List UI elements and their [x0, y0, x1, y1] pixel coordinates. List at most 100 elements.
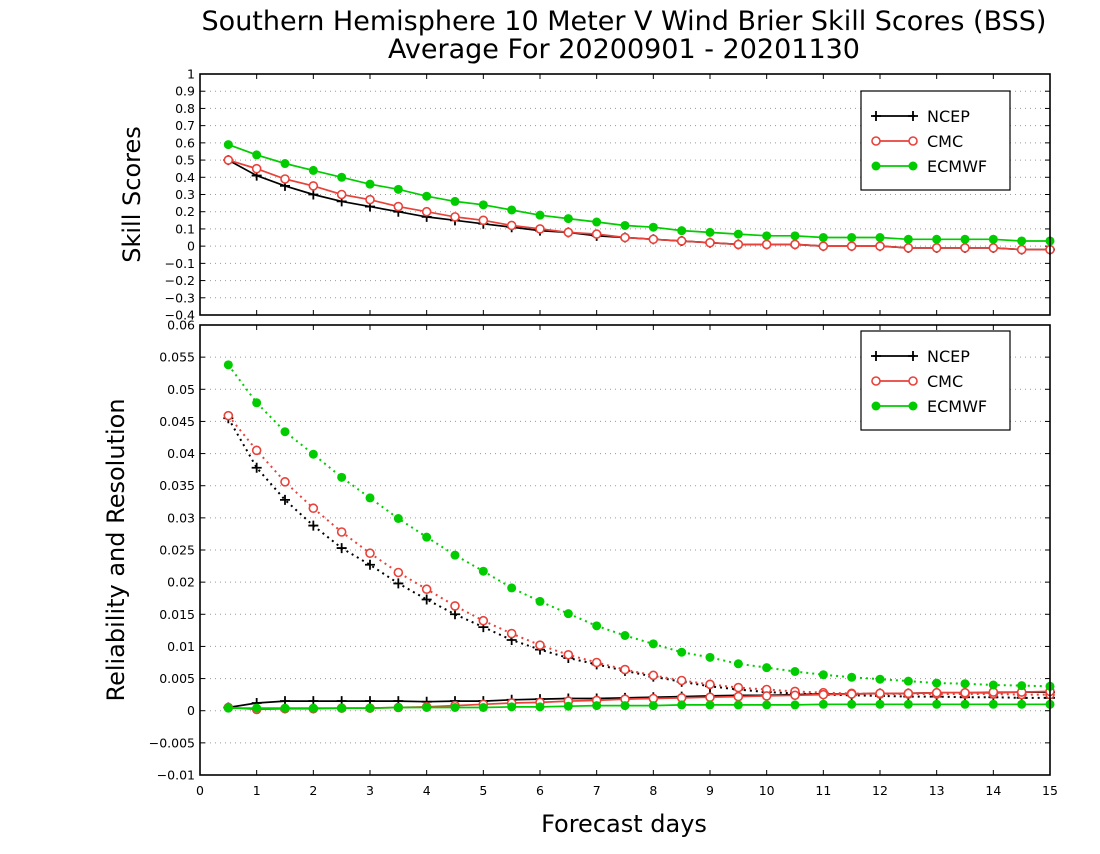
bottom-series-ecmwf-reliability-point [762, 700, 772, 710]
top-series-ecmwf-point [620, 220, 630, 230]
top-series-ecmwf-point [733, 229, 743, 239]
bottom-series-ecmwf-reliability-point [223, 703, 233, 713]
top-legend-marker-ecmwf [871, 161, 881, 171]
top-series-cmc-point [931, 243, 942, 253]
x-tick-label: 9 [706, 783, 714, 798]
x-tick-label: 4 [423, 783, 431, 798]
bottom-series-cmc-resolution-point [393, 567, 404, 578]
bottom-y-tick-label: −0.005 [149, 735, 195, 750]
x-tick-label: 7 [593, 783, 601, 798]
top-series-cmc-point [705, 237, 715, 248]
x-tick-label: 11 [815, 783, 831, 798]
bottom-series-cmc-resolution [223, 410, 1055, 700]
top-series-cmc-point [1016, 244, 1027, 255]
top-series-ecmwf-point [1017, 236, 1027, 246]
bottom-series-ecmwf-reliability-point [875, 699, 885, 709]
bottom-series-ecmwf-resolution-point [762, 663, 772, 673]
x-tick-label: 6 [536, 783, 544, 798]
bottom-series-ncep-resolution-point [251, 462, 262, 473]
bottom-series-cmc-resolution-point [591, 657, 602, 668]
bottom-series-ecmwf-resolution-point [365, 493, 375, 503]
top-series-ecmwf-point [875, 233, 885, 243]
bottom-series-ecmwf-reliability-point [365, 703, 375, 713]
bottom-y-tick-label: 0.015 [159, 607, 195, 622]
bottom-series-ecmwf-resolution-point [648, 639, 658, 649]
top-legend-marker-cmc [871, 136, 881, 146]
bottom-series-ecmwf-reliability-point [393, 703, 403, 712]
top-series-ecmwf-point [677, 226, 687, 236]
bottom-series-ecmwf-reliability-point [988, 699, 998, 709]
bottom-series-ecmwf-resolution-point [875, 674, 885, 684]
bottom-series-ecmwf-resolution-point [818, 670, 828, 680]
top-series-cmc-point [790, 239, 800, 250]
bottom-series-ecmwf-reliability-point [337, 703, 347, 713]
top-y-tick-label: −0.1 [165, 256, 195, 271]
bottom-y-tick-label: 0.025 [159, 543, 195, 558]
x-tick-label: 12 [872, 783, 888, 798]
x-tick-label: 14 [985, 783, 1001, 798]
top-series-cmc-point [450, 212, 460, 222]
bottom-y-tick-label: 0.06 [167, 318, 195, 333]
bottom-series-ncep-resolution-point [365, 559, 375, 570]
bottom-series-ecmwf-resolution-point [280, 427, 290, 437]
top-legend: NCEP CMC ECMWF [860, 90, 1011, 191]
chart-title: Southern Hemisphere 10 Meter V Wind Brie… [202, 6, 1047, 37]
top-y-tick-label: 0 [187, 239, 195, 254]
bottom-series-ecmwf-resolution-point [478, 566, 488, 576]
bottom-legend-marker-cmc [871, 376, 881, 386]
bottom-series-ecmwf-reliability-point [308, 703, 318, 713]
bottom-series-cmc-resolution-point [620, 664, 630, 675]
bottom-series-cmc-reliability-point [846, 689, 857, 699]
bottom-series-cmc-resolution-point [648, 670, 659, 681]
bottom-legend-marker-ecmwf [908, 401, 918, 411]
bottom-series-cmc-resolution-point [705, 679, 715, 690]
top-series-cmc-point [365, 194, 375, 205]
top-series-ecmwf [223, 140, 1055, 246]
bottom-y-tick-label: 0.035 [159, 478, 195, 493]
top-y-axis-label: Skill Scores [118, 126, 146, 263]
bottom-legend-marker-ecmwf [871, 401, 881, 411]
bottom-series-ncep-resolution-line [227, 417, 1050, 699]
x-tick-label: 10 [759, 783, 775, 798]
bottom-series-ncep-resolution-point [450, 609, 460, 620]
bottom-series-ecmwf-resolution-point [1017, 681, 1027, 691]
bottom-series-ncep-resolution-point [280, 494, 290, 505]
top-series-ecmwf-point [762, 231, 772, 241]
bottom-series-ecmwf-resolution-point [223, 360, 233, 370]
bottom-legend-entry-cmc: CMC [871, 372, 963, 391]
top-series-ecmwf-point [223, 140, 233, 150]
top-legend-marker-ecmwf [908, 161, 918, 171]
bottom-legend-label-ncep: NCEP [927, 347, 970, 366]
top-y-tick-label: −0.3 [165, 290, 195, 305]
bottom-legend-label-ecmwf: ECMWF [927, 397, 987, 416]
bottom-series-cmc-resolution-point [450, 601, 460, 611]
top-series-cmc-point [761, 239, 772, 250]
bottom-series-ecmwf-reliability-point [1017, 699, 1027, 709]
top-series-cmc-point [676, 236, 687, 246]
top-series-ecmwf-line [228, 143, 1050, 242]
bottom-series-ecmwf-resolution-point [620, 631, 630, 640]
bottom-series-cmc-reliability-point [903, 688, 914, 699]
top-y-tick-label: 0.1 [175, 221, 195, 236]
top-series-ecmwf-point [648, 222, 658, 232]
top-series-cmc-point [733, 239, 744, 250]
top-y-tick-label: 0.4 [175, 170, 195, 185]
bottom-series-ecmwf-resolution-point [677, 647, 687, 657]
bottom-series-ecmwf-reliability-point [620, 701, 630, 711]
bottom-series-ecmwf-resolution-point [960, 679, 970, 689]
bottom-legend: NCEP CMC ECMWF [860, 330, 1011, 431]
top-series-cmc-point [393, 201, 404, 212]
bottom-series-cmc-resolution-point [336, 527, 347, 537]
top-y-tick-label: 1 [187, 67, 195, 82]
top-series-ncep-point [308, 189, 319, 200]
x-tick-label: 15 [1042, 783, 1058, 798]
top-series-cmc-point [591, 229, 602, 239]
top-series-ecmwf-point [450, 196, 460, 206]
bottom-series-ecmwf-reliability-point [790, 700, 800, 710]
top-series-cmc-point [960, 243, 970, 253]
top-series-cmc-point [620, 232, 630, 243]
bottom-series-ecmwf-resolution-point [393, 514, 403, 523]
bottom-series-cmc-resolution-point [251, 445, 262, 456]
top-series-cmc-point [818, 241, 829, 251]
top-series-ecmwf-point [535, 210, 545, 220]
